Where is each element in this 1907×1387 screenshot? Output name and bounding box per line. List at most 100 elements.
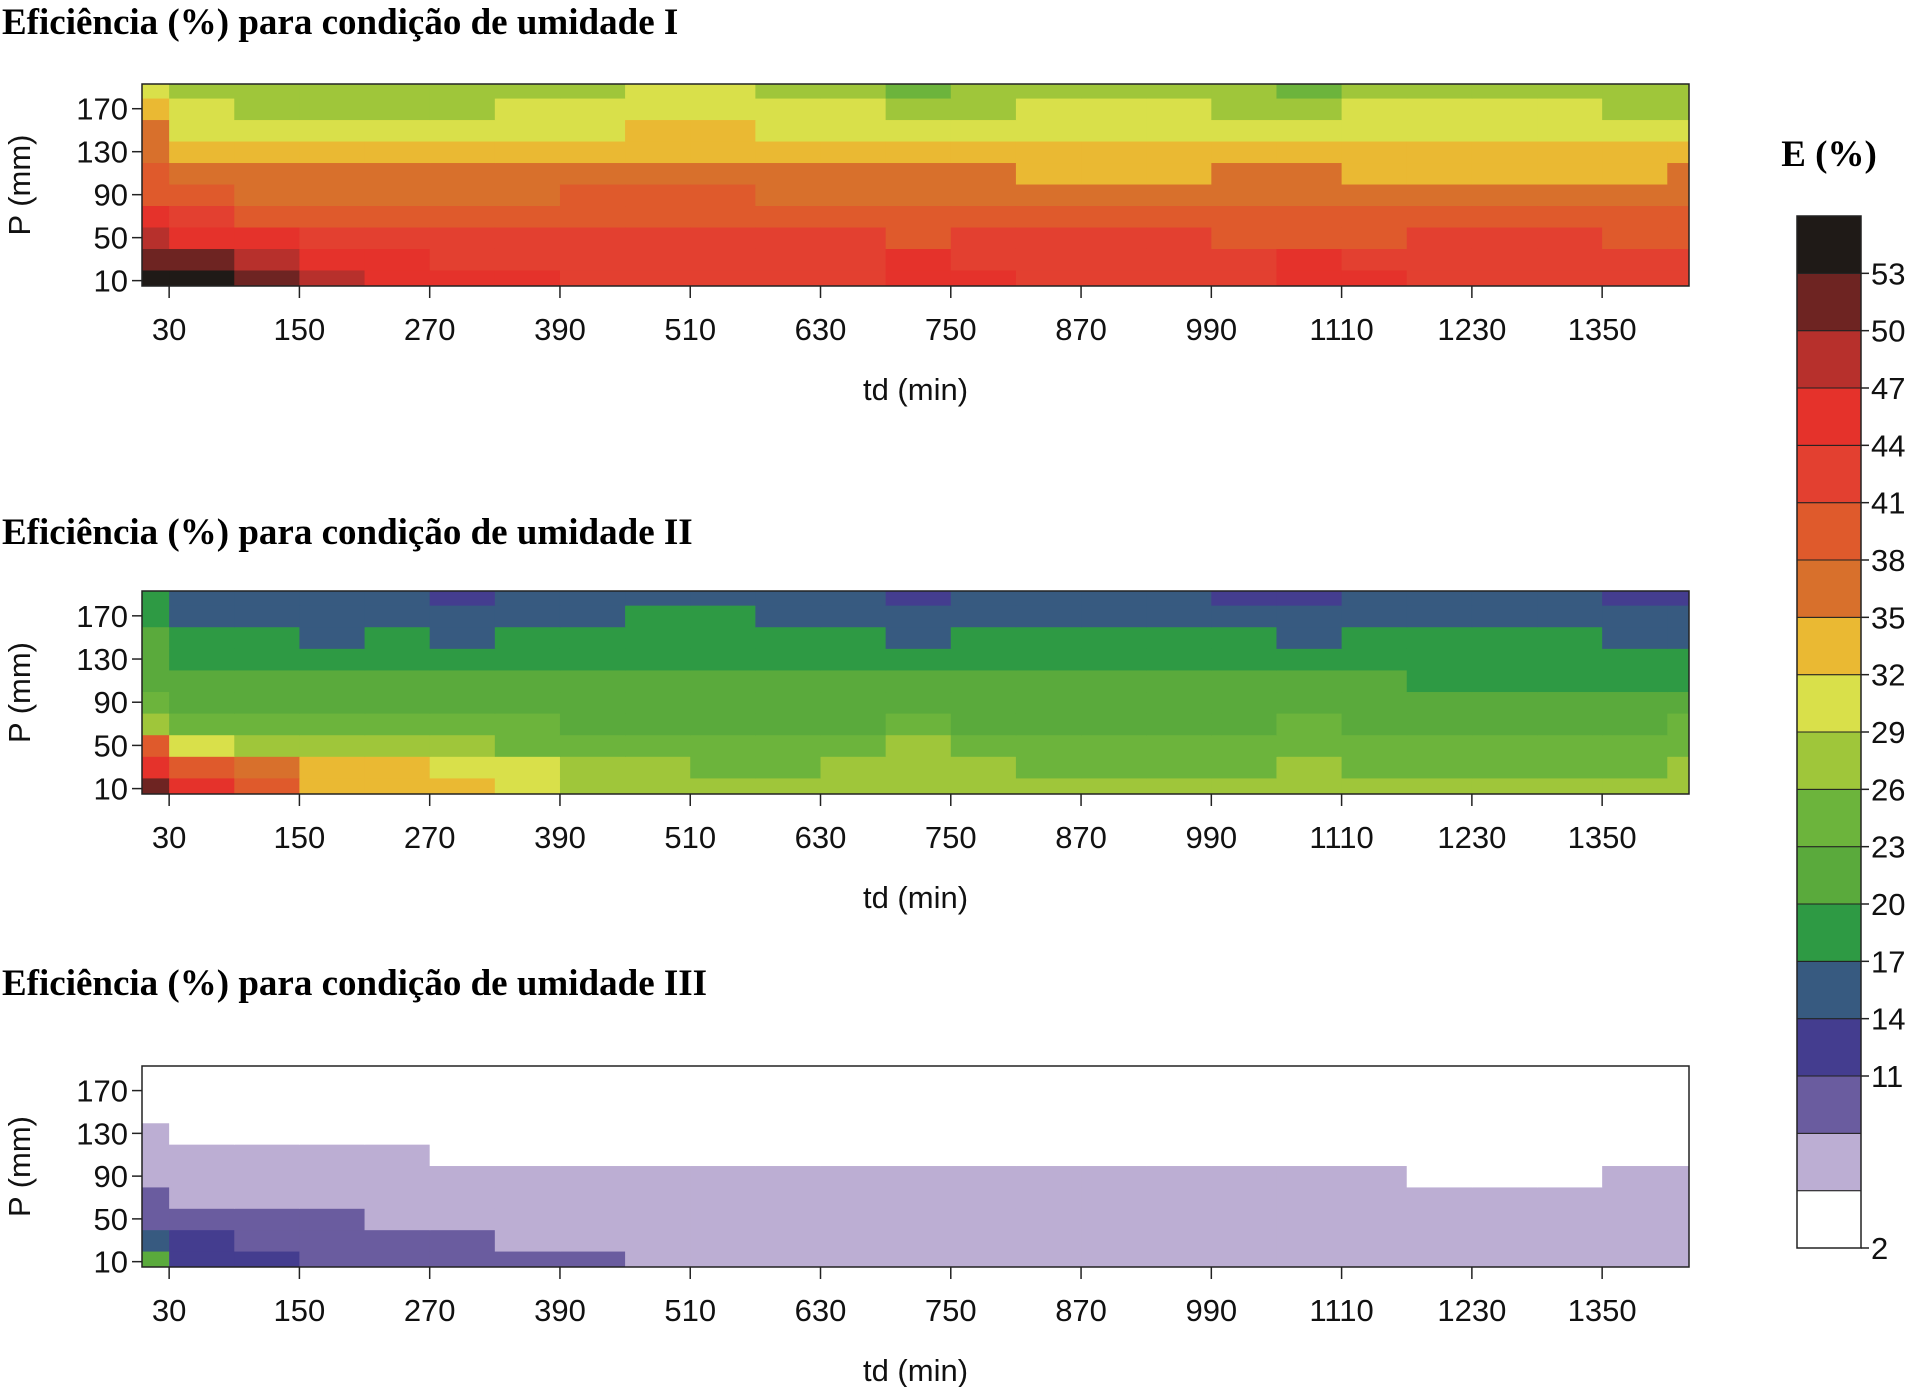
y-tick-label: 50: [94, 728, 128, 763]
contour-cell: [1406, 269, 1473, 286]
contour-cell: [1667, 1165, 1689, 1188]
contour-cell: [559, 1165, 626, 1188]
contour-cell: [820, 626, 887, 649]
contour-cell: [364, 756, 431, 779]
contour-cell: [1341, 1250, 1408, 1267]
contour-cell: [885, 756, 952, 779]
contour-cell: [142, 1122, 170, 1145]
colorbar-tick-label: 50: [1871, 314, 1905, 349]
contour-cell: [1015, 734, 1082, 757]
contour-cell: [820, 205, 887, 228]
contour-cell: [1276, 162, 1343, 185]
contour-cell: [690, 1144, 756, 1167]
contour-cell: [1276, 1186, 1343, 1209]
contour-cell: [299, 1165, 366, 1188]
contour-cell: [234, 248, 301, 271]
contour-cell: [1015, 713, 1082, 736]
contour-cell: [429, 713, 496, 736]
contour-cell: [1471, 591, 1538, 606]
contour-cell: [299, 734, 366, 757]
contour-cell: [169, 1066, 235, 1081]
contour-cell: [559, 1122, 626, 1145]
contour-cell: [1667, 626, 1689, 649]
contour-cell: [625, 1250, 691, 1267]
contour-cell: [625, 669, 691, 693]
contour-cell: [820, 248, 887, 271]
contour-cell: [885, 226, 952, 249]
contour-cell: [1015, 669, 1082, 693]
contour-cell: [299, 140, 366, 164]
contour-cell: [1602, 756, 1668, 779]
contour-cell: [1211, 205, 1278, 228]
contour-cell: [1146, 248, 1212, 271]
contour-cell: [1406, 1229, 1473, 1252]
contour-cell: [429, 97, 496, 121]
contour-cell: [494, 1186, 561, 1209]
contour-cell: [1537, 205, 1603, 228]
contour-cell: [1211, 1144, 1278, 1167]
contour-cell: [559, 1208, 626, 1231]
contour-cell: [885, 591, 952, 606]
contour-cell: [755, 226, 822, 249]
contour-cell: [494, 1229, 561, 1252]
x-tick-label: 1230: [1437, 820, 1506, 855]
contour-cell: [1341, 1066, 1408, 1081]
contour-cell: [950, 713, 1017, 736]
x-tick-label: 150: [274, 312, 326, 347]
plot-frame: [141, 83, 1690, 287]
contour-cell: [690, 626, 756, 649]
x-tick-label: 1110: [1309, 312, 1373, 347]
contour-cell: [494, 1208, 561, 1231]
contour-cell: [559, 1066, 626, 1081]
contour-cell: [1211, 97, 1278, 121]
contour-cell: [559, 248, 626, 271]
contour-cell: [1081, 1250, 1147, 1267]
contour-cell: [950, 119, 1017, 142]
contour-cell: [1471, 626, 1538, 649]
contour-cell: [169, 183, 235, 207]
contour-cell: [820, 669, 887, 693]
contour-cell: [625, 183, 691, 207]
contour-cell: [1602, 205, 1668, 228]
contour-cell: [625, 691, 691, 714]
contour-cell: [690, 1066, 756, 1081]
contour-cell: [494, 248, 561, 271]
contour-cell: [1667, 756, 1689, 779]
contour-cell: [234, 1229, 301, 1252]
contour-cell: [1081, 162, 1147, 185]
contour-cell: [1537, 1250, 1603, 1267]
contour-cell: [142, 1165, 170, 1188]
contour-cell: [1406, 1165, 1473, 1188]
colorbar-band: [1796, 330, 1862, 389]
contour-cell: [234, 648, 301, 671]
plot-frame: [141, 590, 1690, 795]
colorbar-title: E (%): [1781, 134, 1877, 175]
contour-cell: [1211, 162, 1278, 185]
contour-cell: [1602, 691, 1668, 714]
colorbar-band: [1796, 559, 1862, 618]
contour-cell: [1276, 648, 1343, 671]
contour-cell: [1406, 140, 1473, 164]
contour-cell: [169, 777, 235, 794]
contour-cell: [494, 648, 561, 671]
contour-cell: [1341, 691, 1408, 714]
contour-cell: [885, 248, 952, 271]
contour-cell: [690, 605, 756, 628]
contour-cell: [234, 1066, 301, 1081]
contour-cell: [494, 119, 561, 142]
contour-cell: [429, 669, 496, 693]
contour-cell: [820, 1208, 887, 1231]
contour-cell: [142, 205, 170, 228]
contour-cell: [234, 777, 301, 794]
contour-cell: [364, 119, 431, 142]
contour-cell: [950, 1208, 1017, 1231]
contour-cell: [1341, 756, 1408, 779]
contour-cell: [625, 1122, 691, 1145]
contour-cell: [169, 1101, 235, 1124]
contour-cell: [1667, 691, 1689, 714]
contour-cell: [755, 205, 822, 228]
x-tick-label: 1350: [1568, 820, 1637, 855]
contour-cell: [299, 756, 366, 779]
contour-cell: [1276, 1066, 1343, 1081]
contour-cell: [1015, 84, 1082, 99]
